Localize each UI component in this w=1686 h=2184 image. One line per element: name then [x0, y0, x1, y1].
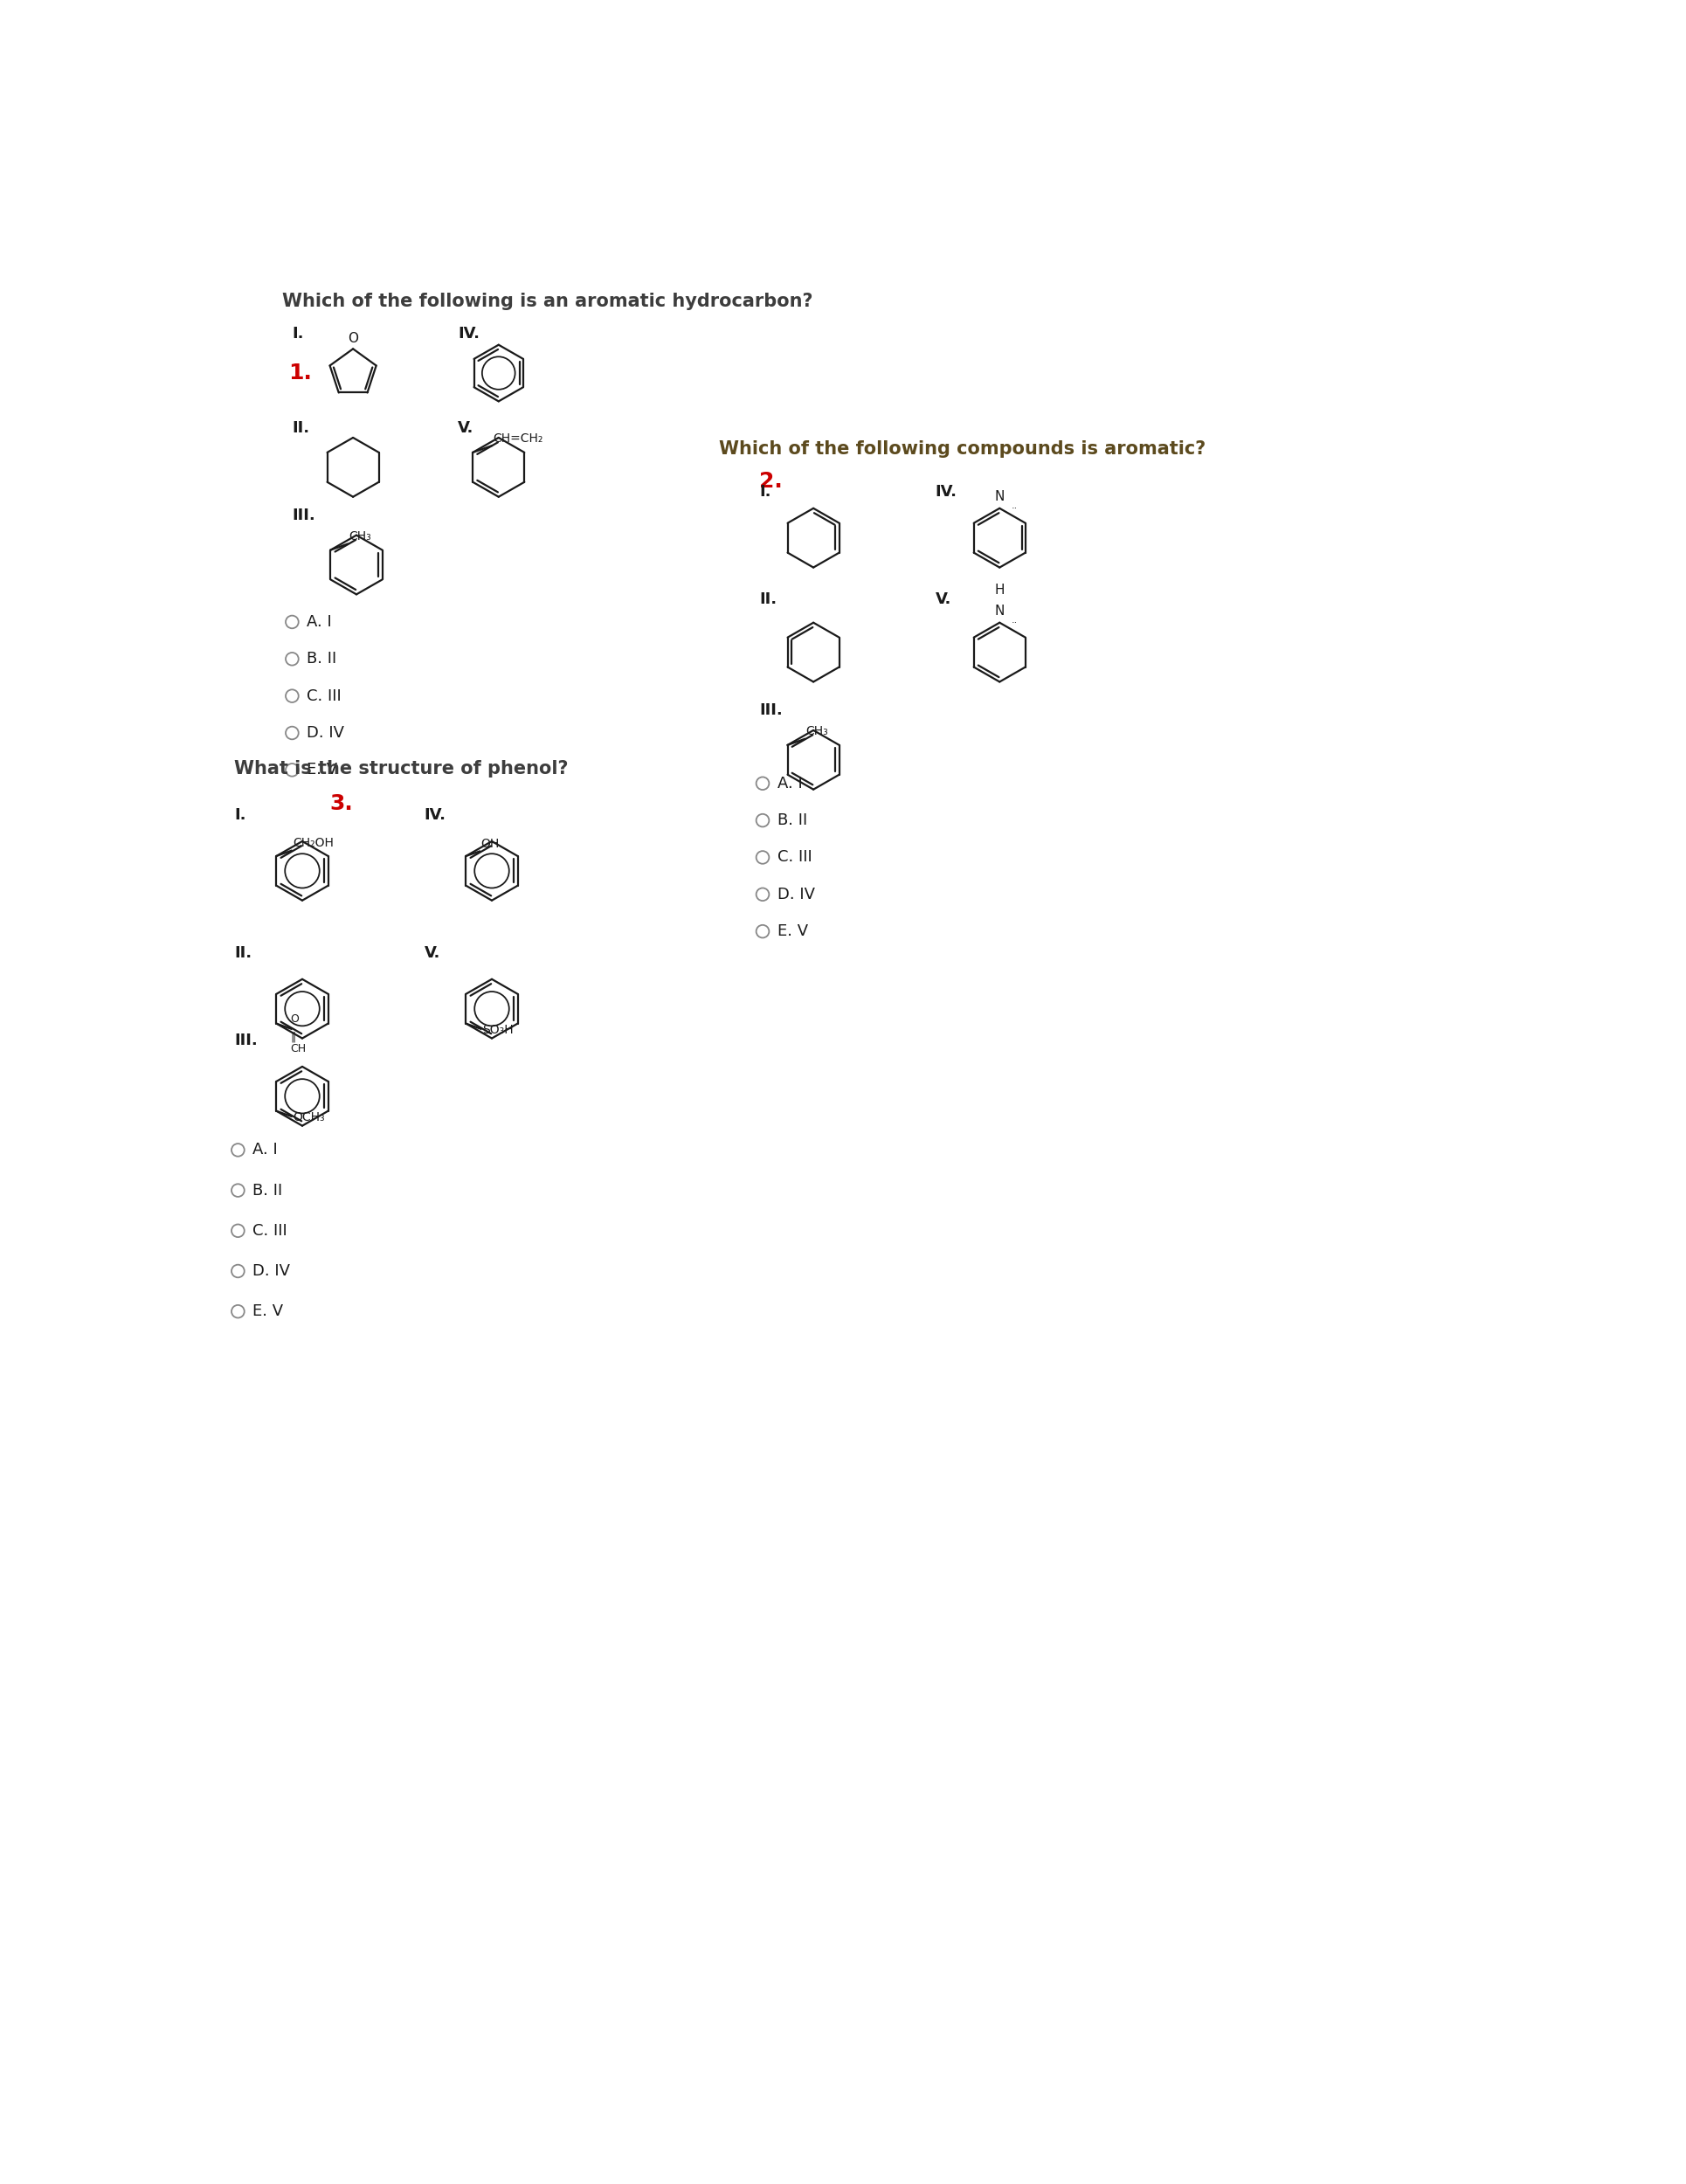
Text: V.: V.	[423, 946, 440, 961]
Text: D. IV: D. IV	[777, 887, 814, 902]
Text: II.: II.	[234, 946, 251, 961]
Text: E. V: E. V	[253, 1304, 283, 1319]
Text: D. IV: D. IV	[307, 725, 344, 740]
Text: O: O	[290, 1013, 298, 1024]
Text: N: N	[995, 605, 1005, 618]
Text: C. III: C. III	[307, 688, 342, 703]
Text: C. III: C. III	[253, 1223, 287, 1238]
Text: What is the structure of phenol?: What is the structure of phenol?	[234, 760, 568, 778]
Text: N: N	[995, 491, 1005, 505]
Text: 3.: 3.	[329, 793, 352, 815]
Text: 2.: 2.	[759, 470, 782, 491]
Text: V.: V.	[934, 592, 951, 607]
Text: O: O	[347, 332, 357, 345]
Text: C. III: C. III	[777, 850, 813, 865]
Text: ‖: ‖	[290, 1031, 297, 1042]
Text: B. II: B. II	[777, 812, 808, 828]
Text: III.: III.	[292, 507, 315, 524]
Text: 1.: 1.	[288, 363, 312, 384]
Text: A. I: A. I	[253, 1142, 278, 1158]
Text: ..: ..	[1012, 616, 1018, 625]
Text: ..: ..	[1012, 500, 1018, 509]
Text: I.: I.	[292, 325, 303, 341]
Text: IV.: IV.	[423, 806, 445, 823]
Text: Which of the following is an aromatic hydrocarbon?: Which of the following is an aromatic hy…	[282, 293, 813, 310]
Text: E. V: E. V	[307, 762, 337, 778]
Text: IV.: IV.	[934, 485, 956, 500]
Text: III.: III.	[234, 1033, 258, 1048]
Text: IV.: IV.	[457, 325, 479, 341]
Text: H: H	[995, 583, 1005, 596]
Text: CH₂OH: CH₂OH	[293, 836, 334, 850]
Text: I.: I.	[234, 806, 246, 823]
Text: CH=CH₂: CH=CH₂	[492, 432, 543, 443]
Text: III.: III.	[759, 703, 782, 719]
Text: II.: II.	[759, 592, 777, 607]
Text: SO₃H: SO₃H	[482, 1024, 513, 1037]
Text: D. IV: D. IV	[253, 1262, 290, 1280]
Text: I.: I.	[759, 485, 771, 500]
Text: Which of the following compounds is aromatic?: Which of the following compounds is arom…	[718, 441, 1205, 459]
Text: II.: II.	[292, 419, 310, 437]
Text: OH: OH	[481, 839, 499, 850]
Text: E. V: E. V	[777, 924, 808, 939]
Text: OCH₃: OCH₃	[293, 1112, 324, 1125]
Text: B. II: B. II	[253, 1182, 283, 1199]
Text: B. II: B. II	[307, 651, 337, 666]
Text: CH₃: CH₃	[806, 725, 828, 738]
Text: A. I: A. I	[777, 775, 803, 791]
Text: CH₃: CH₃	[349, 531, 371, 542]
Text: A. I: A. I	[307, 614, 332, 629]
Text: CH: CH	[290, 1044, 307, 1055]
Text: V.: V.	[457, 419, 474, 437]
